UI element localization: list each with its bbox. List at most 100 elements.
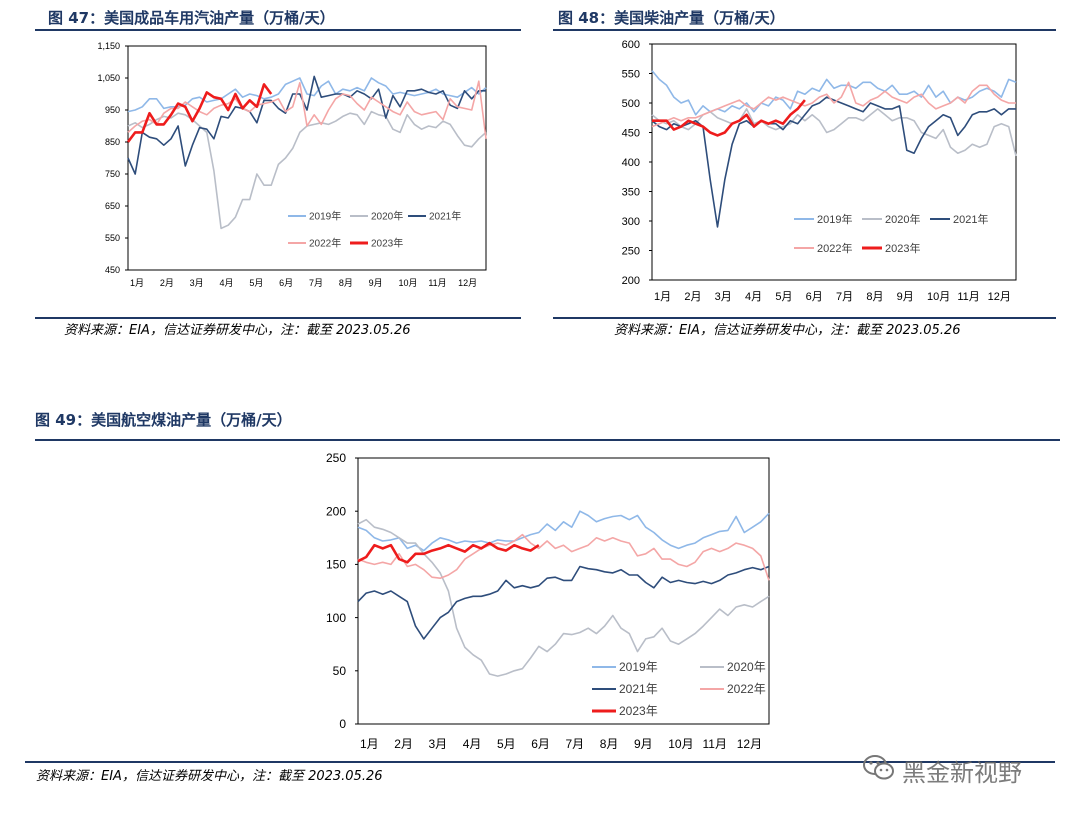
x-tick-label: 11月 (957, 291, 979, 303)
plot-frame (127, 45, 487, 271)
x-tick-label: 1月 (360, 737, 379, 751)
x-tick-label: 7月 (309, 278, 323, 288)
y-tick-label: 750 (105, 169, 120, 179)
x-tick-label: 4月 (463, 737, 482, 751)
x-tick-label: 6月 (806, 291, 823, 303)
series-line-2021年 (127, 75, 486, 175)
fig49-source-rule (25, 761, 1055, 763)
fig48-source-rule (553, 317, 1056, 319)
series-line-2023年 (357, 541, 540, 564)
series-line-2022年 (651, 81, 1016, 128)
x-tick-label: 11月 (428, 278, 446, 288)
legend-label: 2021年 (429, 210, 461, 223)
fig48-title-rule (553, 29, 1056, 31)
fig47-source-rule (35, 317, 521, 319)
fig48-title: 图 48：美国柴油产量（万桶/天） (558, 9, 785, 27)
y-tick-label: 600 (622, 39, 640, 51)
x-tick-label: 2月 (394, 737, 413, 751)
watermark-text: 黑金新视野 (902, 758, 1022, 787)
x-tick-label: 8月 (600, 737, 619, 751)
series-line-2021年 (357, 565, 770, 640)
legend-label: 2021年 (953, 212, 988, 226)
x-tick-label: 5月 (775, 291, 792, 303)
legend-label: 2019年 (817, 212, 852, 226)
legend-label: 2019年 (619, 660, 658, 674)
fig48-source: 资料来源：EIA，信达证券研发中心，注：截至 2023.05.26 (614, 323, 961, 338)
y-tick-label: 50 (333, 664, 347, 678)
y-tick-label: 1,150 (97, 41, 120, 51)
x-tick-label: 12月 (988, 291, 1011, 303)
watermark: 黑金新视野 (862, 752, 1052, 788)
x-tick-label: 7月 (566, 737, 585, 751)
legend-label: 2022年 (727, 682, 766, 696)
x-tick-label: 12月 (458, 278, 477, 288)
x-tick-label: 5月 (249, 278, 263, 288)
fig47-chart: 450 550 650 750 850 950 1,050 1,150 1月 2月 3月 4月 5月 6月… (97, 41, 487, 288)
y-tick-label: 250 (622, 245, 640, 257)
fig47-source: 资料来源：EIA，信达证券研发中心，注：截至 2023.05.26 (64, 323, 411, 338)
legend-label: 2019年 (309, 210, 341, 223)
y-tick-label: 950 (105, 105, 120, 115)
y-tick-label: 400 (622, 157, 640, 169)
x-tick-label: 8月 (339, 278, 353, 288)
y-tick-label: 450 (622, 127, 640, 139)
x-tick-label: 10月 (927, 291, 950, 303)
wechat-icon (862, 753, 896, 787)
x-tick-label: 6月 (531, 737, 550, 751)
legend-label: 2023年 (619, 704, 658, 718)
series-line-2019年 (357, 510, 770, 552)
series-line-2020年 (651, 108, 1017, 157)
x-tick-label: 2月 (684, 291, 701, 303)
x-tick-label: 5月 (497, 737, 516, 751)
legend-label: 2020年 (371, 210, 403, 223)
fig48-chart: 200 250 300 350 400 450 500 550 600 1月 2月 3月 4月 5月 6月 7… (622, 39, 1017, 303)
y-tick-label: 200 (326, 504, 346, 518)
x-tick-label: 2月 (160, 278, 174, 288)
y-tick-label: 1,050 (97, 73, 120, 83)
x-tick-label: 4月 (745, 291, 762, 303)
x-tick-label: 9月 (369, 278, 383, 288)
y-tick-label: 0 (339, 717, 346, 731)
x-tick-label: 10月 (668, 737, 693, 751)
y-tick-label: 250 (326, 451, 346, 465)
x-tick-label: 4月 (220, 278, 234, 288)
plot-frame (357, 457, 770, 725)
series-line-2019年 (651, 70, 1017, 116)
y-tick-label: 650 (105, 201, 120, 211)
fig49-title-rule (35, 439, 1060, 441)
y-tick-label: 550 (622, 68, 640, 80)
fig49-title: 图 49：美国航空煤油产量（万桶/天） (35, 411, 292, 429)
legend-label: 2023年 (885, 241, 920, 255)
y-tick-label: 450 (105, 265, 120, 275)
fig47-title: 图 47：美国成品车用汽油产量（万桶/天） (48, 9, 335, 27)
y-tick-label: 150 (326, 558, 346, 572)
y-tick-label: 850 (105, 137, 120, 147)
x-tick-label: 9月 (897, 291, 914, 303)
x-tick-label: 1月 (130, 278, 144, 288)
y-tick-label: 550 (105, 233, 120, 243)
y-tick-label: 200 (622, 275, 640, 287)
series-line-2021年 (651, 96, 1016, 228)
series-line-2023年 (126, 83, 273, 143)
x-tick-label: 9月 (634, 737, 653, 751)
series-line-2022年 (357, 533, 770, 581)
legend-label: 2020年 (885, 212, 920, 226)
legend-label: 2022年 (817, 241, 852, 255)
x-tick-label: 6月 (279, 278, 293, 288)
series-line-2023年 (652, 99, 806, 137)
x-tick-label: 3月 (190, 278, 204, 288)
legend-label: 2022年 (309, 237, 341, 250)
x-tick-label: 1月 (654, 291, 671, 303)
fig49-chart: 0 50 100 150 200 250 1月 2月 3月 4月 5月 6月 7月 8月 9月 10月 11月 1… (326, 451, 770, 751)
fig49-source: 资料来源：EIA，信达证券研发中心，注：截至 2023.05.26 (36, 769, 383, 784)
x-tick-label: 3月 (429, 737, 448, 751)
x-tick-label: 10月 (399, 278, 418, 288)
x-tick-label: 3月 (715, 291, 732, 303)
y-tick-label: 100 (326, 611, 346, 625)
series-line-2022年 (127, 80, 487, 139)
legend-label: 2020年 (727, 660, 766, 674)
legend-label: 2023年 (371, 237, 403, 250)
x-tick-label: 7月 (836, 291, 853, 303)
legend-label: 2021年 (619, 682, 658, 696)
y-tick-label: 300 (622, 216, 640, 228)
